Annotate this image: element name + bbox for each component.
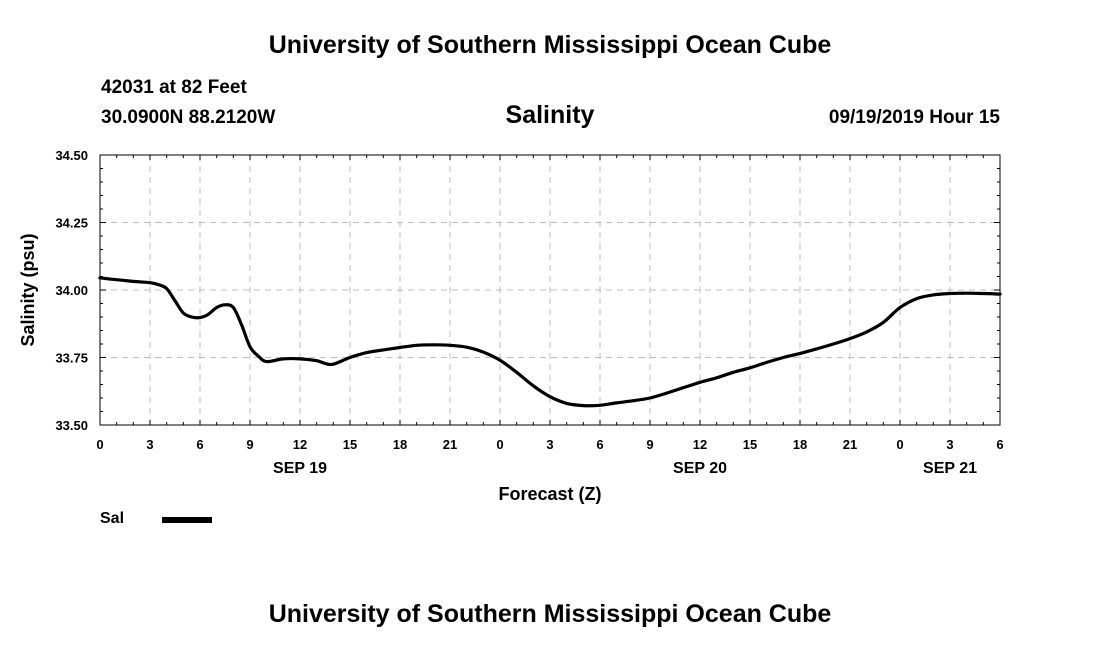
x-tick-label: 18: [393, 437, 407, 452]
y-tick-label: 34.25: [55, 216, 88, 231]
y-tick-label: 33.75: [55, 351, 88, 366]
y-axis-label: Salinity (psu): [18, 233, 38, 346]
x-tick-label: 18: [793, 437, 807, 452]
axis-labels: 0 3 6 9 12 15 18 21 0 3 6 9 12 15 18 21 0 3 6 33.50 33.75 34.…: [18, 148, 1004, 504]
x-tick-label: 15: [743, 437, 757, 452]
legend-swatch-sal: [162, 517, 212, 523]
y-tick-label: 34.00: [55, 283, 88, 298]
x-tick-label: 6: [996, 437, 1003, 452]
station-label: 42031 at 82 Feet: [101, 77, 247, 98]
x-tick-label: 12: [293, 437, 307, 452]
x-tick-label: 9: [646, 437, 653, 452]
x-tick-label: 0: [496, 437, 503, 452]
date-label: SEP 21: [923, 460, 977, 477]
date-label: SEP 19: [273, 460, 327, 477]
page-title-top: University of Southern Mississippi Ocean…: [268, 31, 832, 59]
x-tick-label: 0: [896, 437, 903, 452]
series-line-sal: [98, 276, 1002, 408]
grid-lines: [100, 155, 1000, 425]
x-tick-label: 12: [693, 437, 707, 452]
x-tick-label: 0: [96, 437, 103, 452]
legend-label-sal: Sal: [100, 510, 125, 527]
x-tick-label: 6: [196, 437, 203, 452]
chart-title: Salinity: [505, 101, 595, 129]
x-tick-label: 9: [246, 437, 253, 452]
forecast-datetime: 09/19/2019 Hour 15: [828, 107, 1000, 128]
x-tick-label: 21: [443, 437, 457, 452]
x-tick-label: 3: [546, 437, 553, 452]
x-tick-label: 3: [946, 437, 953, 452]
coordinates-label: 30.0900N 88.2120W: [101, 107, 276, 128]
page-title-bottom: University of Southern Mississippi Ocean…: [268, 600, 832, 628]
series-layer: [98, 276, 1002, 408]
x-tick-label: 3: [146, 437, 153, 452]
y-tick-label: 34.50: [55, 148, 88, 163]
date-label: SEP 20: [673, 460, 727, 477]
x-tick-label: 15: [343, 437, 357, 452]
y-tick-label: 33.50: [55, 418, 88, 433]
plot-frame: [99, 154, 1001, 426]
x-tick-label: 21: [843, 437, 857, 452]
x-tick-label: 6: [596, 437, 603, 452]
axes: [99, 154, 1001, 426]
x-axis-label: Forecast (Z): [498, 484, 601, 504]
